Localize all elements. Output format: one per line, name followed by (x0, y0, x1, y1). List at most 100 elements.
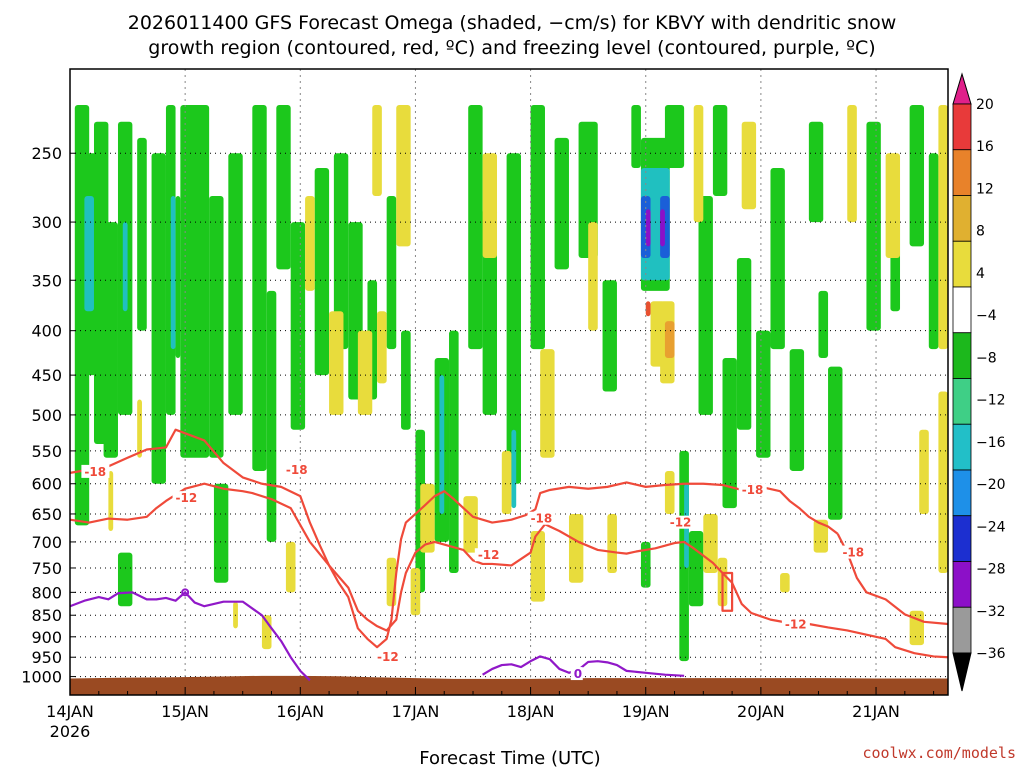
contour-label: -18 (84, 465, 106, 479)
omega-region-green (482, 209, 498, 415)
x-tick-label: 16JAN (276, 702, 324, 721)
omega-region-green (818, 290, 829, 358)
dgz-contour-upper (69, 428, 839, 649)
y-tick-label: 450 (31, 366, 62, 385)
omega-region-yellow (357, 330, 373, 415)
omega-region-cyan (122, 222, 128, 312)
contour-label: -12 (670, 516, 692, 530)
omega-region-cyan (84, 196, 94, 312)
omega-region-green (209, 196, 224, 458)
contour-label: -18 (742, 483, 764, 497)
contour-label-bg (81, 464, 110, 478)
omega-region-orange (664, 321, 675, 358)
omega-region-green (602, 280, 617, 392)
y-tick-label: 500 (31, 406, 62, 425)
omega-region-yellow (607, 513, 617, 573)
plot-area: -18 -12 -18 -12 -12 -18 -12 -18 -12 -18 0 (69, 68, 949, 696)
colorbar-label: 4 (976, 266, 985, 282)
contour-label: -12 (785, 618, 807, 632)
omega-region-green (808, 121, 824, 223)
colorbar-label: −8 (976, 350, 997, 366)
site-credit: coolwx.com/models (862, 744, 1016, 762)
omega-region-green (117, 552, 133, 607)
colorbar-cell (952, 103, 972, 151)
colorbar-bottom-arrow (952, 652, 972, 692)
omega-region-yellow (396, 104, 411, 247)
omega-region-yellow (501, 450, 512, 514)
omega-region-yellow (813, 519, 829, 553)
colorbar-label: −16 (976, 435, 1006, 451)
omega-region-yellow (568, 513, 584, 583)
omega-region-green (909, 104, 925, 247)
omega-region-green (789, 349, 805, 471)
ground-surface (70, 675, 948, 695)
contour-label-bg (374, 650, 403, 664)
omega-region-green (736, 258, 752, 430)
contour-label-bg (738, 483, 767, 497)
x-tick-label: 15JAN (161, 702, 209, 721)
y-tick-label: 650 (31, 505, 62, 524)
x-axis-title: Forecast Time (UTC) (419, 748, 600, 768)
freezing-level-ring (181, 588, 190, 597)
omega-region-yellow (847, 104, 857, 223)
colorbar-cell (952, 378, 972, 425)
omega-region-green (266, 290, 277, 542)
omega-region-yellow (741, 121, 757, 210)
dgz-contour-closed (721, 571, 734, 612)
omega-region-green (722, 357, 737, 509)
x-tick-label: 19JAN (622, 702, 670, 721)
omega-region-green (712, 104, 728, 197)
x-tick-label: 20JAN (737, 702, 785, 721)
omega-region-yellow (588, 222, 598, 331)
y-tick-label: 700 (31, 533, 62, 552)
omega-region-green (401, 330, 411, 430)
omega-region-purple (645, 209, 651, 247)
colorbar-label: −32 (976, 604, 1006, 620)
omega-region-yellow (329, 311, 344, 415)
colorbar-label: −24 (976, 519, 1006, 535)
omega-region-yellow (482, 153, 498, 259)
colorbar-cell (952, 469, 972, 517)
omega-region-cyan (439, 375, 445, 514)
colorbar-cell (952, 606, 972, 654)
colorbar-label: 16 (976, 139, 994, 155)
dgz-contour-lower (69, 482, 949, 659)
colorbar-label: 12 (976, 181, 994, 197)
contour-label-bg (282, 462, 311, 476)
omega-region-green (333, 153, 349, 350)
omega-region-yellow (530, 530, 545, 602)
omega-region-green (640, 541, 651, 588)
contour-label: -18 (842, 546, 864, 560)
omega-region-green (828, 366, 843, 520)
colorbar-label: −36 (976, 646, 1006, 662)
colorbar-cell (952, 240, 972, 288)
omega-region-cyan (511, 429, 517, 509)
omega-region-green (866, 121, 881, 331)
omega-region-yellow (919, 429, 929, 514)
colorbar-cell (952, 515, 972, 562)
omega-region-yellow (377, 311, 387, 384)
omega-region-green (468, 104, 483, 350)
y-tick-label: 350 (31, 271, 62, 290)
colorbar-cell (952, 423, 972, 471)
y-tick-label: 600 (31, 475, 62, 494)
y-tick-label: 900 (31, 628, 62, 647)
omega-region-green (506, 153, 521, 484)
y-tick-label: 300 (31, 213, 62, 232)
omega-region-green (175, 196, 181, 358)
omega-region-green (386, 196, 397, 350)
omega-region-green (290, 222, 306, 430)
omega-region-green (151, 153, 166, 484)
contour-label: -18 (531, 512, 553, 526)
omega-region-yellow (938, 104, 948, 350)
omega-region-green (698, 196, 713, 415)
omega-region-green (228, 153, 243, 415)
contour-label: -18 (286, 463, 308, 477)
y-tick-label: 800 (31, 583, 62, 602)
omega-region-green (688, 530, 704, 607)
omega-region-green (449, 330, 459, 573)
title-line-1: 2026011400 GFS Forecast Omega (shaded, −… (128, 12, 897, 34)
omega-region-green (314, 168, 330, 376)
omega-region-yellow (540, 349, 555, 458)
